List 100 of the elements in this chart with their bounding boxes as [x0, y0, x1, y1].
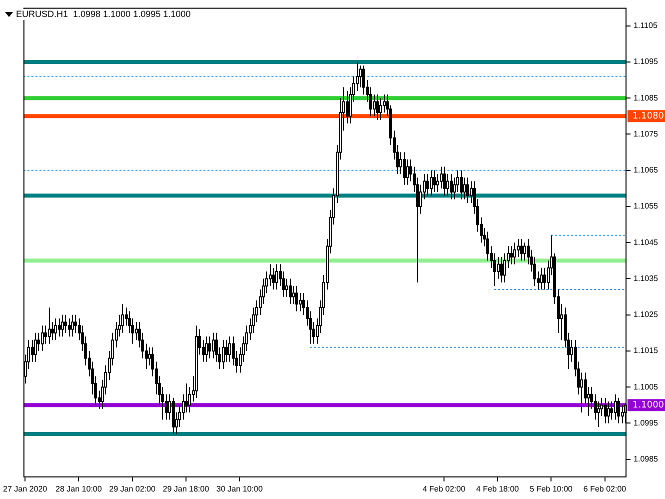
candlestick: [596, 401, 600, 428]
x-tick-label: 4 Feb 18:00: [476, 484, 520, 494]
y-tick-label: 1.1005: [634, 382, 659, 392]
candlestick: [302, 292, 306, 316]
candlestick: [432, 170, 436, 193]
candlestick: [382, 94, 386, 114]
y-tick-label: 1.0985: [634, 454, 659, 464]
x-tick-label: 28 Jan 10:00: [56, 484, 102, 494]
candlestick: [212, 332, 216, 359]
candlestick: [604, 397, 608, 424]
candlestick: [610, 401, 614, 420]
candlestick: [372, 94, 376, 117]
ref-line-label: 1.1080: [632, 112, 664, 122]
candlestick: [510, 246, 514, 265]
y-tick-label: 1.1015: [634, 346, 659, 356]
candlestick: [378, 98, 382, 120]
y-tick-label: 1.0995: [634, 418, 659, 428]
candlestick: [402, 152, 406, 186]
candlestick: [346, 90, 350, 124]
candlestick: [442, 166, 446, 196]
candlestick: [40, 325, 44, 352]
candlestick: [184, 382, 188, 413]
candlestick: [60, 314, 64, 338]
candlestick: [202, 340, 206, 362]
x-tick-label: 6 Feb 02:00: [583, 484, 627, 494]
candlestick: [446, 173, 450, 196]
candlestick: [376, 94, 380, 120]
candlestick: [228, 336, 232, 362]
candlestick: [30, 340, 34, 362]
candlestick: [616, 397, 620, 424]
y-tick-label: 1.1025: [634, 310, 659, 320]
candlestick: [606, 401, 610, 424]
candlestick: [120, 304, 124, 334]
candlestick: [74, 314, 78, 334]
chart-title: EURUSD.H1 1.0998 1.1000 1.0995 1.1000: [16, 9, 191, 20]
candlestick: [58, 318, 62, 338]
candlestick: [274, 264, 278, 290]
y-tick-label: 1.1035: [634, 274, 659, 283]
candlestick: [294, 285, 298, 312]
candlestick: [440, 166, 444, 189]
candlestick: [68, 318, 72, 338]
candlestick: [418, 184, 422, 214]
candlestick: [36, 332, 40, 352]
candlestick: [542, 267, 546, 290]
candlestick: [134, 322, 138, 341]
x-tick-label: 5 Feb 10:00: [530, 484, 574, 494]
candlestick: [408, 159, 412, 182]
candlestick: [292, 285, 296, 305]
candlestick: [224, 340, 228, 362]
y-tick-label: 1.1045: [634, 238, 659, 247]
candlestick: [70, 314, 74, 338]
candlestick: [208, 336, 212, 359]
candlestick: [406, 159, 410, 186]
candlestick: [426, 173, 430, 196]
candlestick: [298, 292, 302, 312]
x-tick-label: 29 Jan 02:00: [109, 484, 156, 494]
candlestick: [34, 332, 38, 362]
candlestick: [222, 340, 226, 370]
candlestick: [398, 152, 402, 174]
candlestick: [362, 65, 366, 95]
candlestick: [502, 252, 506, 283]
y-tick-label: 1.1095: [634, 57, 659, 66]
candlestick: [516, 238, 520, 258]
x-tick-label: 30 Jan 10:00: [216, 484, 264, 494]
candlestick: [460, 170, 464, 200]
candlestick: [496, 256, 500, 280]
candlestick: [486, 231, 490, 262]
candlestick: [204, 336, 208, 362]
x-tick-label: 4 Feb 02:00: [422, 484, 466, 494]
candlestick: [164, 394, 168, 420]
candlestick: [522, 242, 526, 262]
candlestick: [144, 343, 148, 370]
candlestick: [356, 61, 360, 92]
candlestick: [462, 177, 466, 200]
candlestick: [50, 322, 54, 341]
candlestick: [54, 318, 58, 341]
candlestick: [44, 325, 48, 344]
candlestick: [512, 242, 516, 265]
y-tick-label: 1.1075: [634, 129, 659, 138]
y-tick-label: 1.1055: [634, 202, 659, 211]
y-tick-label: 1.1085: [634, 93, 659, 102]
candlestick: [284, 278, 288, 298]
candlestick: [540, 267, 544, 290]
candlestick: [520, 238, 524, 262]
candlestick: [450, 173, 454, 200]
candlestick: [430, 170, 434, 196]
candlestick: [148, 346, 152, 366]
candlestick: [64, 314, 68, 334]
y-tick-label: 1.1065: [634, 166, 659, 175]
candlestick: [188, 386, 192, 413]
candlestick: [358, 65, 362, 88]
candlestick: [580, 372, 584, 413]
ref-line-label: 1.1000: [632, 400, 664, 410]
candlestick: [470, 180, 474, 204]
candlestick: [48, 307, 52, 344]
y-tick-label: 1.1105: [634, 21, 658, 30]
candlestick: [268, 264, 272, 286]
candlestick: [466, 177, 470, 204]
candlestick: [614, 394, 618, 420]
candlestick: [436, 173, 440, 193]
